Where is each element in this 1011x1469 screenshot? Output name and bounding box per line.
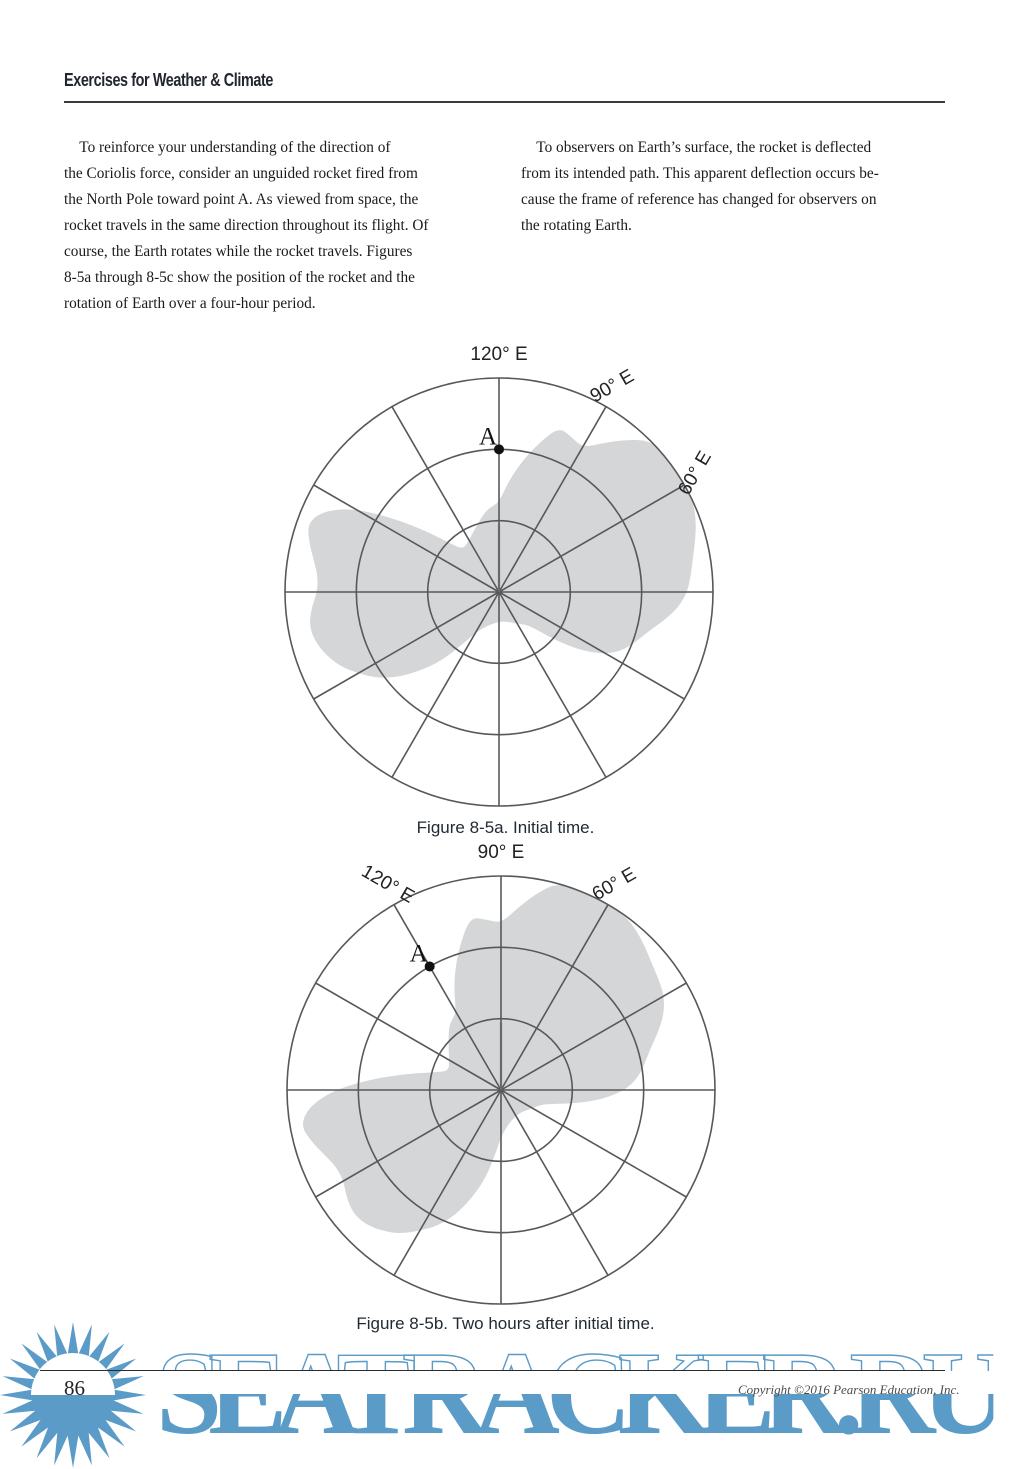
svg-text:60° E: 60° E [589, 864, 640, 906]
svg-text:120° E: 120° E [358, 861, 418, 908]
svg-text:90° E: 90° E [478, 842, 525, 863]
svg-text:60° E: 60° E [674, 448, 716, 499]
svg-text:90° E: 90° E [587, 366, 638, 408]
svg-text:A: A [410, 940, 428, 967]
svg-text:120° E: 120° E [470, 344, 527, 365]
svg-text:A: A [479, 423, 497, 450]
